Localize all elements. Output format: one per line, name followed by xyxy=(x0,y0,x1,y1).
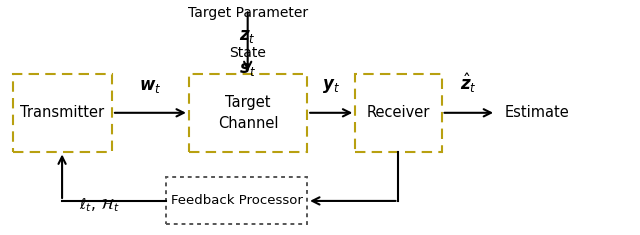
Text: $\boldsymbol{s}_t$: $\boldsymbol{s}_t$ xyxy=(239,60,256,78)
FancyBboxPatch shape xyxy=(13,74,112,152)
Text: $\hat{\boldsymbol{z}}_t$: $\hat{\boldsymbol{z}}_t$ xyxy=(460,72,477,95)
Text: State: State xyxy=(229,46,266,60)
FancyBboxPatch shape xyxy=(355,74,442,152)
Text: $\boldsymbol{y}_t$: $\boldsymbol{y}_t$ xyxy=(322,77,340,95)
Text: Target Parameter: Target Parameter xyxy=(188,6,308,20)
Text: Receiver: Receiver xyxy=(367,105,430,120)
Text: Target
Channel: Target Channel xyxy=(218,95,278,131)
Text: Estimate: Estimate xyxy=(504,105,569,120)
Text: $\boldsymbol{w}_t$: $\boldsymbol{w}_t$ xyxy=(138,77,161,95)
Text: $\ell_t,\, \mathcal{H}_t$: $\ell_t,\, \mathcal{H}_t$ xyxy=(79,197,120,215)
FancyBboxPatch shape xyxy=(189,74,307,152)
Text: Feedback Processor: Feedback Processor xyxy=(171,194,303,208)
Text: Transmitter: Transmitter xyxy=(20,105,104,120)
Text: $\boldsymbol{z}_t$: $\boldsymbol{z}_t$ xyxy=(239,27,256,45)
FancyBboxPatch shape xyxy=(166,177,307,224)
